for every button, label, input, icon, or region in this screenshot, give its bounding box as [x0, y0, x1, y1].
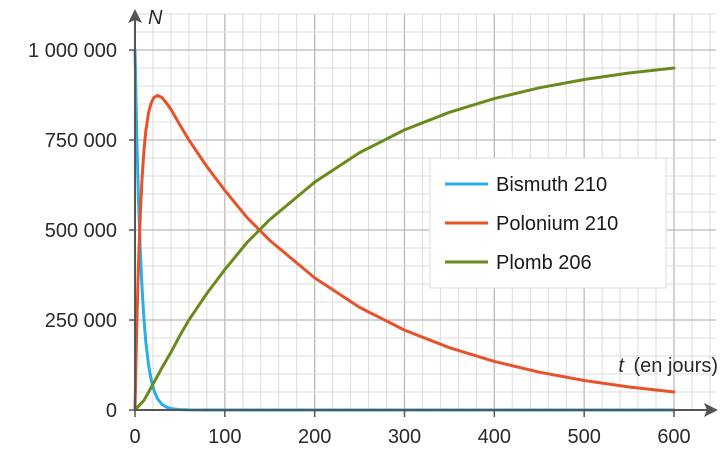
legend-label-1: Bismuth 210 — [496, 174, 607, 196]
x-axis-var: t — [618, 355, 625, 377]
series-line-2 — [133, 93, 676, 412]
y-tick-label: 750 000 — [45, 130, 117, 152]
x-axis-title: t (en jours) — [618, 355, 718, 377]
x-tick-label: 500 — [567, 426, 600, 448]
legend: Bismuth 210 Polonium 210 Plomb 206 — [429, 157, 667, 289]
y-axis-arrow — [128, 9, 142, 23]
x-tick-label: 200 — [298, 426, 331, 448]
y-axis-title: N — [148, 7, 163, 29]
y-tick-label: 500 000 — [45, 220, 117, 242]
x-tick-label: 100 — [208, 426, 241, 448]
y-tick-label: 1 000 000 — [28, 40, 117, 62]
y-tick-label: 250 000 — [45, 310, 117, 332]
y-tick-label: 0 — [106, 400, 117, 422]
x-axis-arrow — [704, 403, 718, 417]
x-tick-label: 600 — [657, 426, 690, 448]
ticks: 0 100 200 300 400 500 600 0 250 000 500 000 750 00… — [28, 40, 691, 448]
x-axis-unit: (en jours) — [634, 355, 718, 377]
x-tick-label: 400 — [478, 426, 511, 448]
legend-label-2: Polonium 210 — [496, 213, 618, 235]
x-tick-label: 300 — [388, 426, 421, 448]
legend-label-3: Plomb 206 — [496, 252, 592, 274]
series-line-3 — [133, 66, 676, 412]
x-tick-label: 0 — [129, 426, 140, 448]
x-axis-label: t (en jours) — [618, 355, 718, 377]
y-axis-label: N — [148, 7, 163, 29]
axes — [128, 9, 718, 417]
